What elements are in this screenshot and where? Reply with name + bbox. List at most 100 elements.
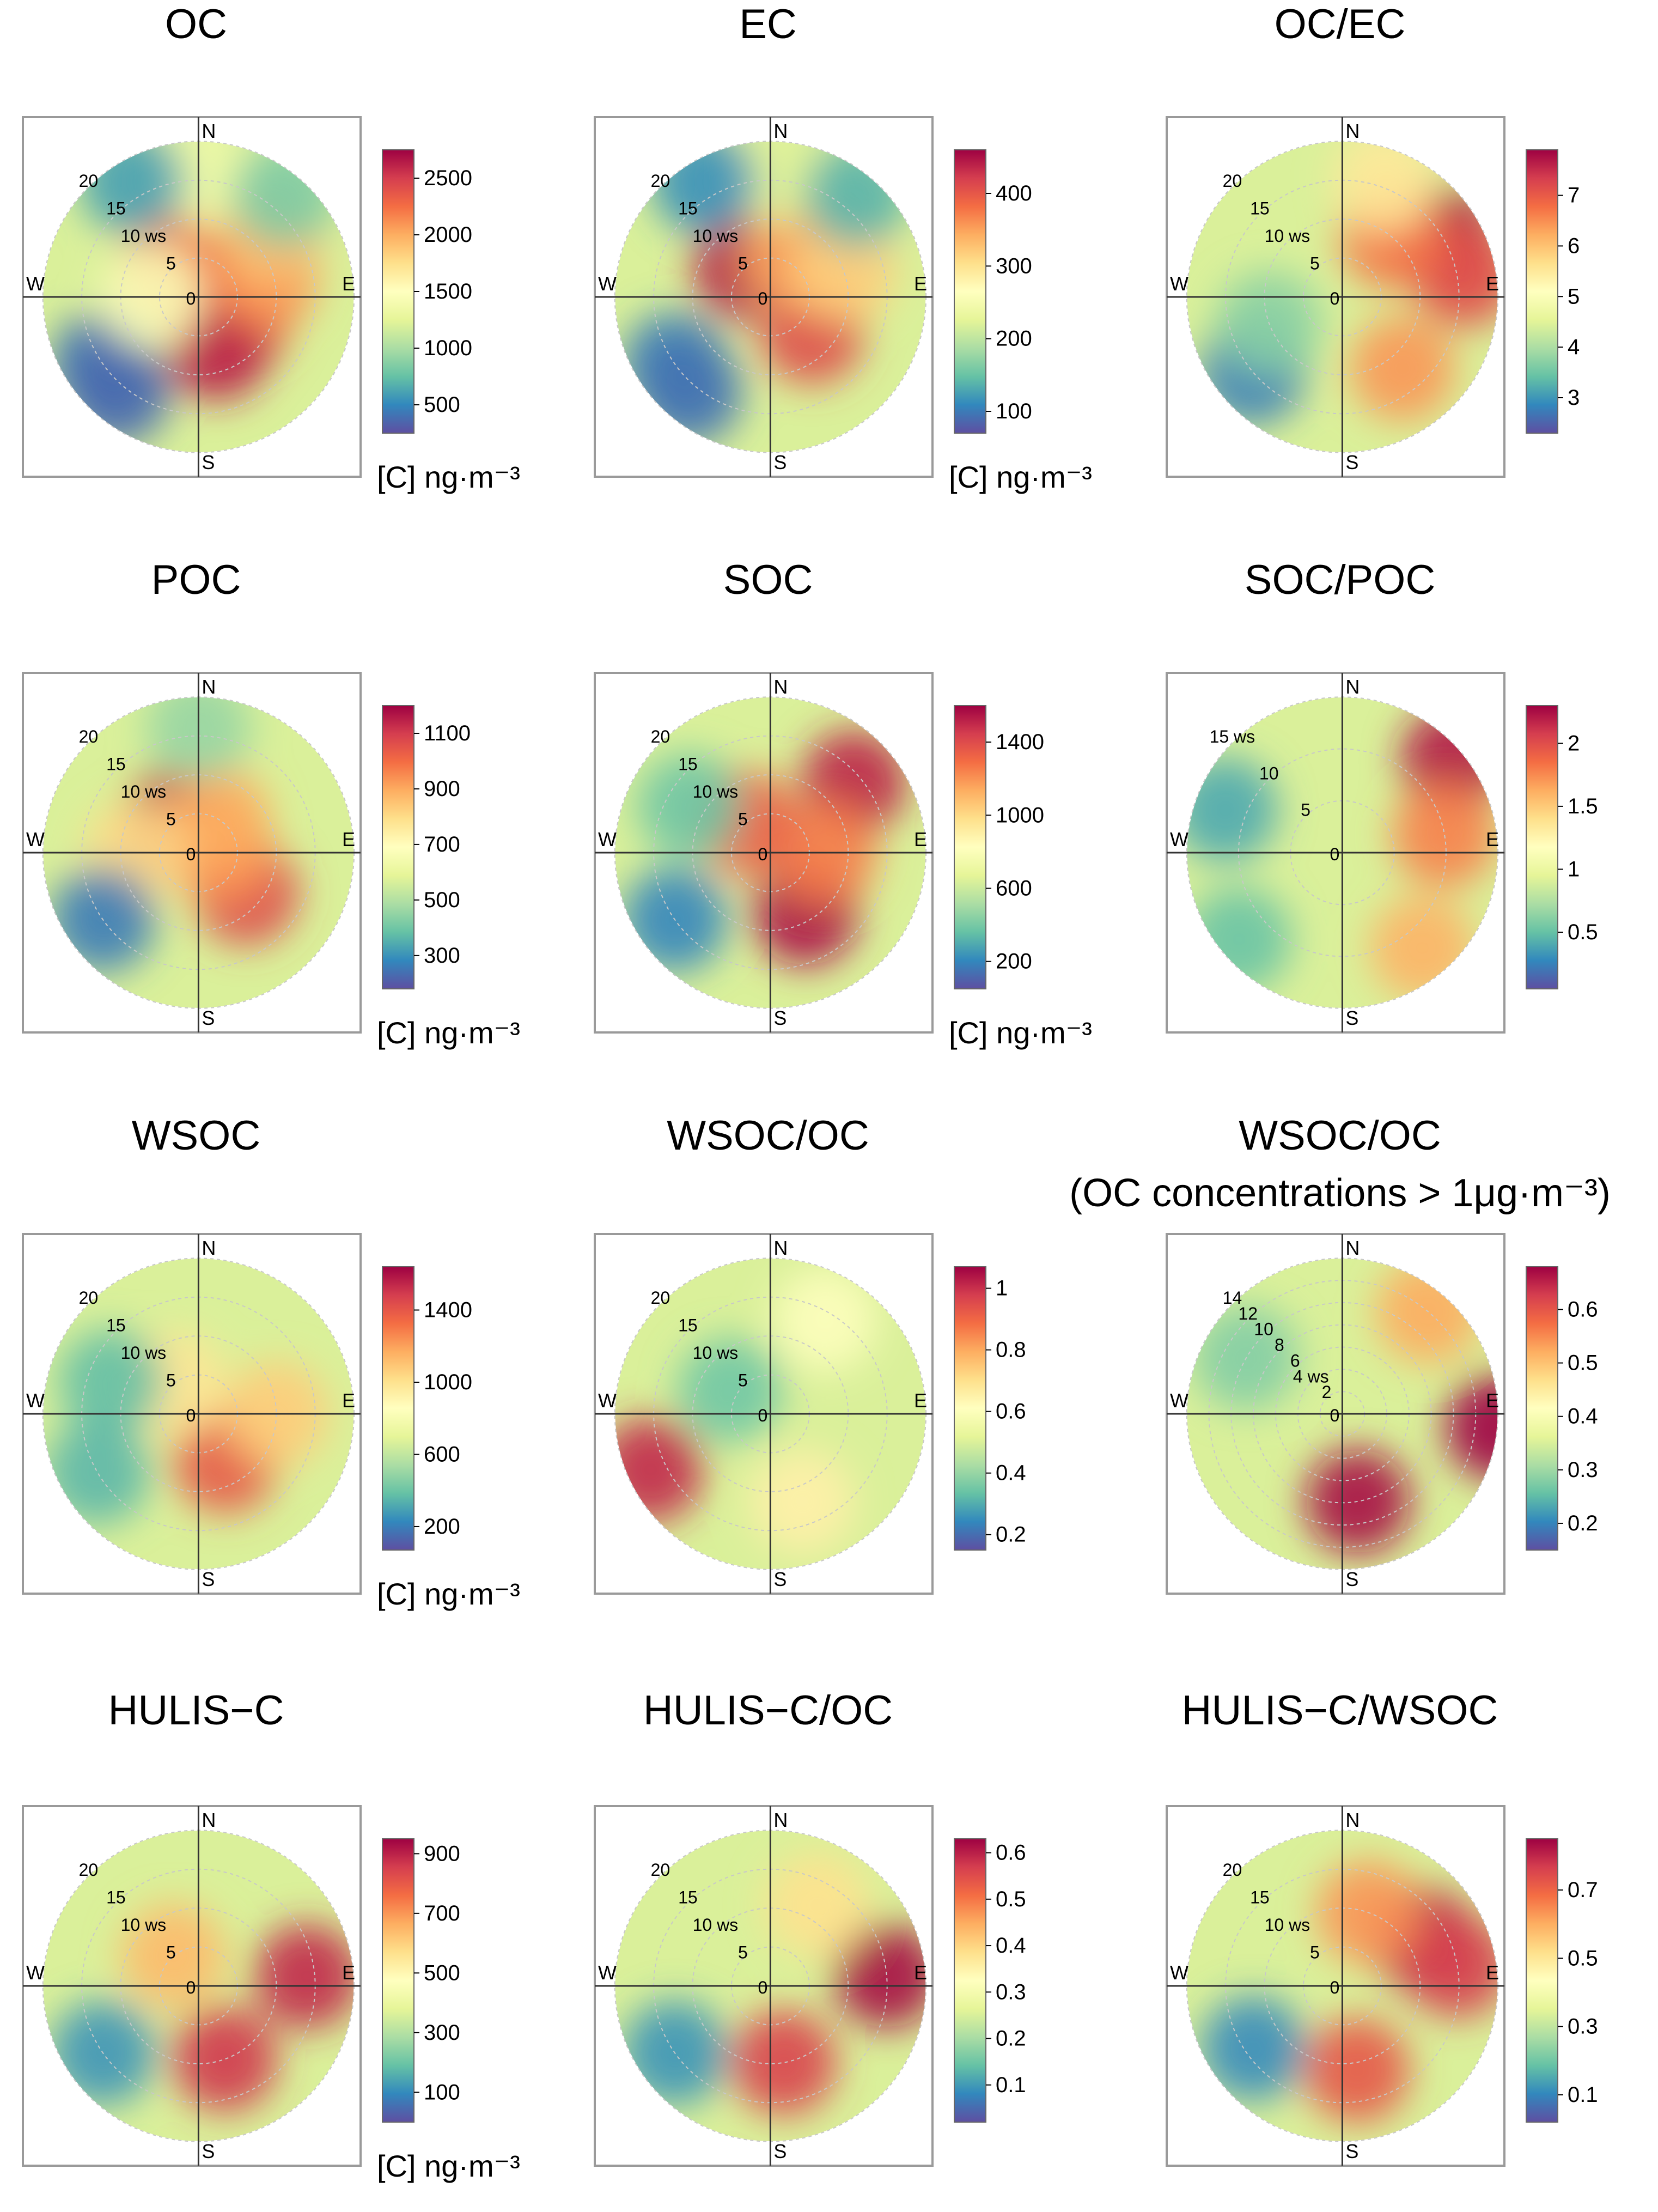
radial-tick-label: 20 — [79, 727, 99, 746]
cardinal-label-s: S — [773, 1568, 787, 1590]
polar-panel: POC N E S W 05 10 ws 15 20 300 500 700 900 1100 [C] ng… — [22, 557, 520, 1050]
panel-title: SOC — [723, 557, 813, 603]
panel-title: HULIS−C/OC — [643, 1687, 893, 1734]
radial-tick-label: 0 — [186, 844, 196, 864]
radial-tick-label: 15 — [1250, 1887, 1270, 1907]
colorbar-tick-label: 300 — [424, 2021, 460, 2045]
cardinal-label-e: E — [1486, 272, 1499, 295]
concentration-blob — [834, 1923, 926, 2028]
colorbar-tick-label: 1 — [1568, 857, 1580, 881]
cardinal-label-s: S — [202, 1007, 215, 1029]
cardinal-label-n: N — [202, 676, 216, 698]
polar-panel: WSOC N E S W 05 10 ws 15 20 200 600 1000 1400 [C] ng·… — [22, 1113, 520, 1611]
colorbar — [954, 1266, 986, 1551]
colorbar-tick-label: 1.5 — [1568, 794, 1598, 818]
cardinal-label-n: N — [1345, 1809, 1360, 1831]
concentration-blob — [45, 1420, 150, 1525]
radial-tick-label: 5 — [166, 809, 176, 829]
colorbar — [1526, 705, 1558, 989]
radial-tick-label: 10 — [1254, 1320, 1273, 1339]
cardinal-label-e: E — [914, 272, 927, 295]
colorbar-tick-label: 0.5 — [996, 1887, 1026, 1911]
unit-label: [C] ng·m⁻³ — [949, 1016, 1092, 1050]
concentration-blob — [1200, 1996, 1306, 2101]
concentration-blob — [173, 2007, 278, 2112]
colorbar-tick-label: 700 — [424, 832, 460, 856]
radial-tick-label: 0 — [758, 1978, 768, 1997]
colorbar-tick-label: 500 — [424, 888, 460, 912]
radial-tick-label: 20 — [651, 727, 670, 746]
cardinal-label-s: S — [1345, 1007, 1358, 1029]
radial-tick-label: 10 — [1259, 763, 1279, 783]
radial-tick-label: 20 — [651, 171, 670, 191]
cardinal-label-e: E — [914, 1961, 927, 1984]
radial-tick-label: 5 — [738, 1942, 748, 1962]
radial-tick-label: 5 — [1310, 1942, 1320, 1962]
radial-tick-label: 10 ws — [693, 1343, 739, 1363]
colorbar — [382, 1838, 414, 2123]
colorbar-tick-label: 1 — [996, 1277, 1008, 1301]
concentration-blob — [637, 753, 742, 859]
concentration-blob — [750, 1449, 855, 1554]
polar-panel: WSOC/OC (OC concentrations > 1μg·m⁻³) N E S W… — [1069, 1113, 1611, 1595]
colorbar-tick-label: 0.1 — [996, 2073, 1026, 2097]
radial-tick-label: 20 — [651, 1860, 670, 1880]
unit-label: [C] ng·m⁻³ — [377, 1577, 520, 1611]
cardinal-label-s: S — [202, 1568, 215, 1590]
cardinal-label-w: W — [26, 1389, 45, 1412]
colorbar-tick-label: 6 — [1568, 234, 1580, 258]
radial-tick-label: 2 — [1322, 1382, 1332, 1402]
cardinal-label-w: W — [598, 1389, 617, 1412]
colorbar-tick-label: 5 — [1568, 284, 1580, 308]
panel-title: WSOC/OC — [1239, 1113, 1441, 1159]
colorbar-tick-label: 0.5 — [1568, 1351, 1598, 1375]
polar-panel: HULIS−C N E S W 05 10 ws 15 20 100 300 500 700 900 [C]… — [22, 1687, 520, 2183]
colorbar-tick-label: 1000 — [424, 336, 472, 360]
concentration-blob — [1305, 2017, 1410, 2123]
colorbar-tick-label: 1500 — [424, 279, 472, 303]
colorbar-tick-label: 500 — [424, 393, 460, 417]
radial-tick-label: 20 — [651, 1288, 670, 1308]
colorbar-tick-label: 1100 — [424, 721, 471, 745]
colorbar-tick-label: 2000 — [424, 223, 472, 247]
colorbar-tick-label: 0.6 — [996, 1400, 1026, 1424]
radial-tick-label: 15 — [678, 1315, 698, 1335]
colorbar-tick-label: 0.2 — [996, 1523, 1026, 1547]
colorbar-tick-label: 0.3 — [996, 1980, 1026, 2004]
colorbar — [382, 149, 414, 434]
radial-tick-label: 15 ws — [1210, 727, 1255, 746]
colorbar-tick-label: 200 — [996, 950, 1032, 974]
panel-title: OC — [165, 1, 227, 47]
cardinal-label-s: S — [773, 451, 787, 473]
radial-tick-label: 0 — [758, 844, 768, 864]
concentration-blob — [254, 1924, 354, 2029]
radial-tick-label: 10 ws — [121, 782, 167, 801]
cardinal-label-e: E — [342, 828, 355, 850]
colorbar — [954, 705, 986, 989]
colorbar-tick-label: 2500 — [424, 166, 472, 190]
radial-tick-label: 5 — [166, 1942, 176, 1962]
colorbar-tick-label: 0.3 — [1568, 2015, 1598, 2039]
cardinal-label-e: E — [342, 1961, 355, 1984]
cardinal-label-e: E — [1486, 1389, 1499, 1412]
cardinal-label-w: W — [598, 1961, 617, 1984]
colorbar-tick-label: 7 — [1568, 184, 1580, 208]
radial-tick-label: 15 — [106, 754, 126, 774]
cardinal-label-s: S — [202, 2140, 215, 2162]
colorbar-tick-label: 200 — [996, 327, 1032, 351]
cardinal-label-w: W — [26, 1961, 45, 1984]
unit-label: [C] ng·m⁻³ — [377, 1016, 520, 1050]
cardinal-label-n: N — [202, 1809, 216, 1831]
cardinal-label-n: N — [202, 120, 216, 142]
radial-tick-label: 5 — [166, 1370, 176, 1390]
radial-tick-label: 5 — [738, 253, 748, 273]
concentration-blob — [678, 1338, 783, 1443]
colorbar-tick-label: 200 — [424, 1515, 460, 1539]
polar-field — [43, 1259, 354, 1569]
concentration-blob — [765, 1852, 870, 1958]
colorbar-tick-label: 1400 — [424, 1298, 472, 1322]
cardinal-label-n: N — [773, 1237, 788, 1259]
colorbar-tick-label: 0.7 — [1568, 1878, 1598, 1902]
